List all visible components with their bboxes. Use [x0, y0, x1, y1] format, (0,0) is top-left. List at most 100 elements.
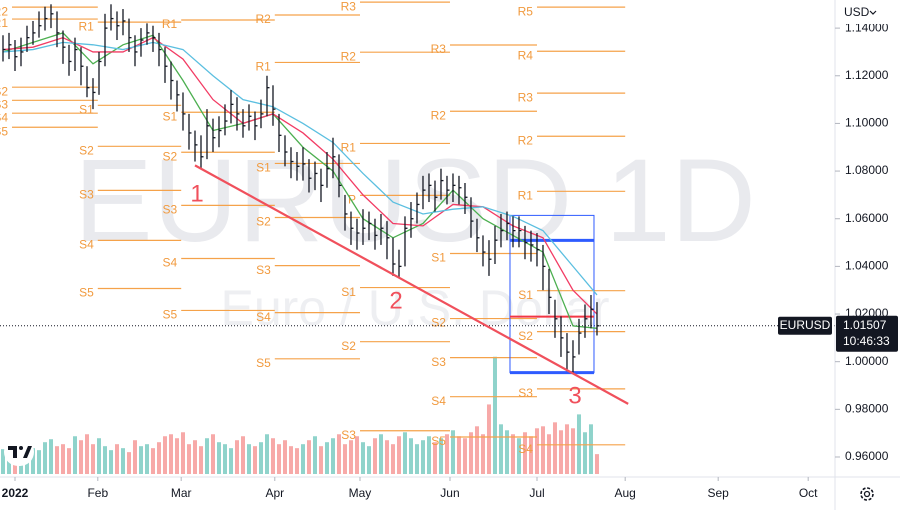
volume-bar	[120, 448, 125, 474]
volume-bar	[168, 434, 173, 474]
volume-bar	[30, 448, 35, 474]
x-tick-label: Sep	[708, 486, 730, 500]
pivot-label: R2	[518, 133, 534, 147]
volume-bar	[54, 446, 59, 474]
volume-bar	[396, 436, 401, 474]
currency-button[interactable]	[838, 2, 896, 24]
volume-bar	[294, 448, 299, 474]
volume-bar	[264, 434, 269, 474]
pivot-label: S2	[518, 329, 533, 343]
pivot-label: S2	[431, 316, 446, 330]
wave-label: 2	[389, 287, 402, 314]
pivot-label: S1	[256, 161, 271, 175]
pivot-label: S1	[341, 285, 356, 299]
volume-bar	[210, 434, 215, 474]
moving-average	[2, 36, 598, 315]
volume-bar	[432, 442, 437, 474]
pivot-label: S3	[431, 355, 446, 369]
x-tick-label: Mar	[171, 486, 192, 500]
volume-bar	[252, 446, 257, 474]
volume-bar	[60, 444, 65, 474]
logo-part[interactable]	[19, 446, 23, 450]
price-tag	[836, 315, 898, 352]
x-tick-label: 2022	[2, 486, 29, 500]
pivot-label: R4	[518, 48, 534, 62]
volume-bar	[282, 440, 287, 474]
volume-bar	[360, 442, 365, 474]
pivot-label: R2	[255, 12, 271, 26]
volume-bar	[204, 438, 209, 474]
volume-bar	[492, 356, 497, 474]
volume-bar	[192, 440, 197, 474]
pivot-label: R2	[341, 49, 357, 63]
volume-bar	[90, 444, 95, 474]
countdown: 10:46:33	[843, 334, 890, 348]
pivot-label: S1	[79, 102, 94, 116]
volume-bar	[438, 438, 443, 474]
moving-average	[2, 41, 598, 296]
volume-bar	[42, 442, 47, 474]
volume-bar	[324, 442, 329, 474]
pivot-label: S2	[0, 84, 8, 98]
volume-bar	[126, 452, 131, 474]
volume-bar	[150, 448, 155, 474]
volume-bar	[234, 440, 239, 474]
gear-inner[interactable]	[863, 490, 871, 498]
settings-icon[interactable]	[860, 487, 874, 501]
volume-bar	[588, 424, 593, 474]
volume-bar	[384, 440, 389, 474]
volume-bar	[576, 414, 581, 474]
volume-bar	[96, 438, 101, 474]
volume-bar	[162, 436, 167, 474]
currency-caret[interactable]	[869, 10, 877, 15]
volume-bar	[504, 430, 509, 474]
pivot-label: S2	[79, 143, 94, 157]
pivot-label: S4	[163, 256, 178, 270]
volume-bar	[138, 446, 143, 474]
y-tick-label: 0.98000	[845, 402, 889, 416]
volume-bar	[510, 434, 515, 474]
volume-bar	[594, 454, 599, 474]
wave-label: 1	[190, 180, 203, 207]
logo-part[interactable]	[23, 446, 32, 458]
plot-area: EURUSD 1D Euro / U.S. Dollar R2R1S2S3S4S…	[0, 0, 835, 474]
volume-bar	[552, 422, 557, 474]
volume-bar	[246, 444, 251, 474]
volume-bar	[48, 439, 53, 474]
y-tick-label: 0.96000	[845, 449, 889, 463]
currency[interactable]: USD	[844, 5, 870, 19]
volume-bar	[558, 430, 563, 474]
pivot-label: S3	[163, 203, 178, 217]
volume-bar	[330, 438, 335, 474]
volume-bar	[354, 436, 359, 474]
logo-bg[interactable]	[4, 438, 34, 466]
volume-bar	[72, 436, 77, 474]
pivot-label: S3	[341, 428, 356, 442]
volume-bar	[420, 440, 425, 474]
volume-bar	[366, 446, 371, 474]
y-tick-label: 1.12000	[845, 68, 889, 82]
tradingview-logo[interactable]	[4, 438, 34, 466]
gear-outer[interactable]	[860, 487, 874, 501]
volume-bar	[180, 432, 185, 474]
volume-bar	[240, 436, 245, 474]
logo-part[interactable]	[8, 446, 17, 458]
volume-bar	[456, 436, 461, 474]
volume-bar	[186, 444, 191, 474]
pivot-label: R2	[431, 108, 447, 122]
volume-bar	[570, 428, 575, 474]
volume-bar	[102, 446, 107, 474]
pivot-label: R1	[78, 19, 94, 33]
y-tick-label: 1.04000	[845, 259, 889, 273]
volume-bar	[534, 428, 539, 474]
x-tick-label: Apr	[265, 486, 284, 500]
volume-bar	[402, 432, 407, 474]
volume-bar	[6, 454, 11, 474]
pivot-label: S1	[518, 288, 533, 302]
volume-bar	[480, 434, 485, 474]
volume-bar	[546, 434, 551, 474]
pivot-label: S4	[431, 394, 446, 408]
y-tick-label: 1.06000	[845, 211, 889, 225]
y-tick-label: 1.00000	[845, 354, 889, 368]
pivot-label: S4	[518, 442, 533, 456]
